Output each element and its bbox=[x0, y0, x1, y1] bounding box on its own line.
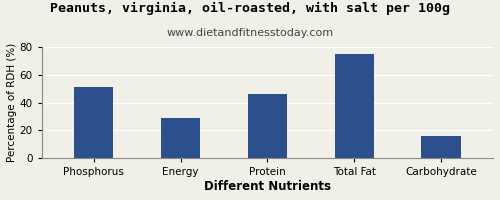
Bar bbox=[74, 87, 114, 158]
Bar bbox=[422, 136, 461, 158]
Text: www.dietandfitnesstoday.com: www.dietandfitnesstoday.com bbox=[166, 28, 334, 38]
Bar bbox=[248, 94, 287, 158]
Text: Peanuts, virginia, oil-roasted, with salt per 100g: Peanuts, virginia, oil-roasted, with sal… bbox=[50, 2, 450, 15]
Bar bbox=[161, 118, 200, 158]
Y-axis label: Percentage of RDH (%): Percentage of RDH (%) bbox=[7, 43, 17, 162]
Bar bbox=[334, 54, 374, 158]
X-axis label: Different Nutrients: Different Nutrients bbox=[204, 180, 331, 193]
